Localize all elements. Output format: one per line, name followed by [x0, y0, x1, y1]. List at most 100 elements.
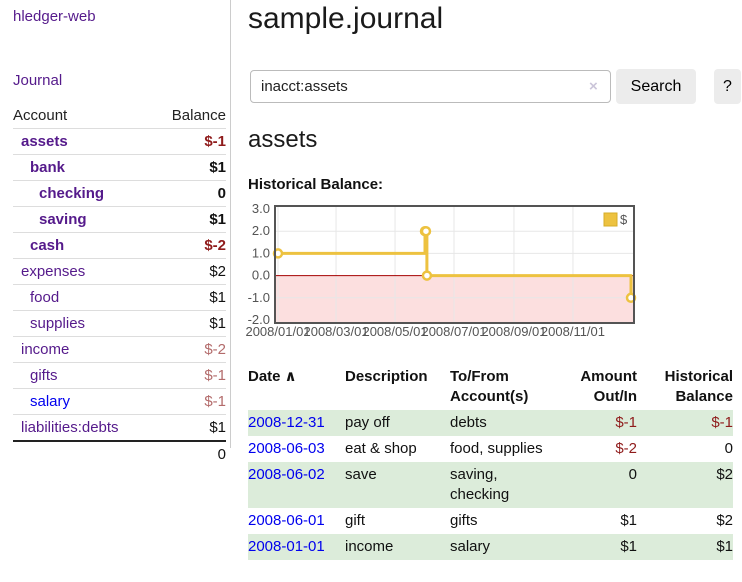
data-point-marker [422, 227, 430, 235]
register-header-date[interactable]: Date∧ [248, 364, 345, 410]
table-row: 2008-01-01 income salary $1 $1 [248, 534, 733, 560]
search-input[interactable] [250, 70, 611, 103]
transaction-amount: $-2 [563, 436, 637, 462]
transaction-amount: $-1 [563, 410, 637, 436]
accounts-total-value: 0 [154, 441, 226, 467]
account-link-checking[interactable]: checking [39, 185, 104, 202]
account-balance: $2 [154, 259, 226, 285]
account-link-expenses[interactable]: expenses [21, 263, 85, 280]
x-axis-tick-label: 2008/09/01 [481, 324, 546, 339]
clear-search-icon[interactable]: × [589, 78, 598, 95]
transaction-description: income [345, 534, 450, 560]
transaction-description: pay off [345, 410, 450, 436]
x-axis-tick-label: 2008/03/01 [303, 324, 368, 339]
data-point-marker [423, 272, 431, 280]
transaction-balance: $-1 [637, 410, 733, 436]
account-balance: $-2 [154, 233, 226, 259]
table-row: supplies $1 [13, 311, 226, 337]
accounts-header-row: Account Balance [13, 103, 226, 129]
account-balance: 0 [154, 181, 226, 207]
transaction-description: save [345, 462, 450, 508]
transaction-accounts: saving, checking [450, 462, 563, 508]
account-link-income[interactable]: income [21, 341, 69, 358]
account-link-cash[interactable]: cash [30, 237, 64, 254]
account-link-saving[interactable]: saving [39, 211, 87, 228]
account-link-liabilities-debts[interactable]: liabilities:debts [21, 419, 119, 436]
transaction-amount: 0 [563, 462, 637, 508]
transaction-accounts: food, supplies [450, 436, 563, 462]
transaction-description: eat & shop [345, 436, 450, 462]
account-balance: $-1 [154, 129, 226, 155]
table-row: bank $1 [13, 155, 226, 181]
table-row: 2008-12-31 pay off debts $-1 $-1 [248, 410, 733, 436]
sort-ascending-icon: ∧ [285, 368, 297, 385]
y-axis-tick-label: -1.0 [248, 290, 270, 305]
table-row: food $1 [13, 285, 226, 311]
register-header-balance: Historical Balance [637, 364, 733, 410]
table-row: liabilities:debts $1 [13, 415, 226, 442]
transaction-accounts: salary [450, 534, 563, 560]
account-link-supplies[interactable]: supplies [30, 315, 85, 332]
x-axis-tick-label: 2008/11/01 [541, 324, 605, 339]
table-row: 2008-06-03 eat & shop food, supplies $-2… [248, 436, 733, 462]
transaction-date-link[interactable]: 2008-06-02 [248, 466, 325, 483]
transaction-date-link[interactable]: 2008-06-01 [248, 512, 325, 529]
account-link-food[interactable]: food [30, 289, 59, 306]
account-link-salary[interactable]: salary [30, 393, 70, 410]
transaction-description: gift [345, 508, 450, 534]
transaction-balance: $1 [637, 534, 733, 560]
chart-title: Historical Balance: [248, 176, 383, 193]
historical-balance-chart: 3.02.01.00.0-1.0-2.02008/01/012008/03/01… [248, 196, 742, 346]
transaction-date-link[interactable]: 2008-01-01 [248, 538, 325, 555]
account-balance: $-2 [154, 337, 226, 363]
account-link-bank[interactable]: bank [30, 159, 65, 176]
app-title-link[interactable]: hledger-web [13, 8, 96, 25]
account-balance: $-1 [154, 389, 226, 415]
register-header-amount: Amount Out/In [563, 364, 637, 410]
table-row: expenses $2 [13, 259, 226, 285]
register-header-row: Date∧ Description To/From Account(s) Amo… [248, 364, 733, 410]
help-button[interactable]: ? [714, 69, 741, 104]
x-axis-tick-label: 2008/01/01 [245, 324, 310, 339]
table-row: assets $-1 [13, 129, 226, 155]
accounts-total-row: 0 [13, 441, 226, 467]
register-table: Date∧ Description To/From Account(s) Amo… [248, 364, 733, 560]
y-axis-tick-label: 0.0 [252, 268, 270, 283]
account-heading: assets [248, 126, 317, 154]
transaction-accounts: debts [450, 410, 563, 436]
accounts-table: Account Balance assets $-1 bank $1 check… [13, 103, 226, 467]
table-row: 2008-06-02 save saving, checking 0 $2 [248, 462, 733, 508]
y-axis-tick-label: 3.0 [252, 201, 270, 216]
legend-label: $ [620, 212, 628, 227]
account-link-assets[interactable]: assets [21, 133, 68, 150]
legend-swatch [604, 213, 617, 226]
transaction-date-link[interactable]: 2008-06-03 [248, 440, 325, 457]
accounts-header-account: Account [13, 103, 154, 129]
account-balance: $1 [154, 311, 226, 337]
transaction-date-link[interactable]: 2008-12-31 [248, 414, 325, 431]
table-row: income $-2 [13, 337, 226, 363]
table-row: gifts $-1 [13, 363, 226, 389]
x-axis-tick-label: 2008/07/01 [421, 324, 486, 339]
transaction-balance: $2 [637, 508, 733, 534]
search-button[interactable]: Search [616, 69, 696, 104]
y-axis-tick-label: 2.0 [252, 223, 270, 238]
sidebar-item-journal[interactable]: Journal [13, 72, 62, 89]
table-row: cash $-2 [13, 233, 226, 259]
account-balance: $1 [154, 207, 226, 233]
table-row: 2008-06-01 gift gifts $1 $2 [248, 508, 733, 534]
page-title: sample.journal [248, 2, 443, 36]
y-axis-tick-label: 1.0 [252, 245, 270, 260]
table-row: salary $-1 [13, 389, 226, 415]
sidebar: hledger-web Journal Account Balance asse… [0, 0, 231, 448]
table-row: checking 0 [13, 181, 226, 207]
transaction-balance: $2 [637, 462, 733, 508]
transaction-balance: 0 [637, 436, 733, 462]
account-link-gifts[interactable]: gifts [30, 367, 58, 384]
register-header-description: Description [345, 364, 450, 410]
account-balance: $-1 [154, 363, 226, 389]
table-row: saving $1 [13, 207, 226, 233]
transaction-accounts: gifts [450, 508, 563, 534]
account-balance: $1 [154, 155, 226, 181]
transaction-amount: $1 [563, 508, 637, 534]
